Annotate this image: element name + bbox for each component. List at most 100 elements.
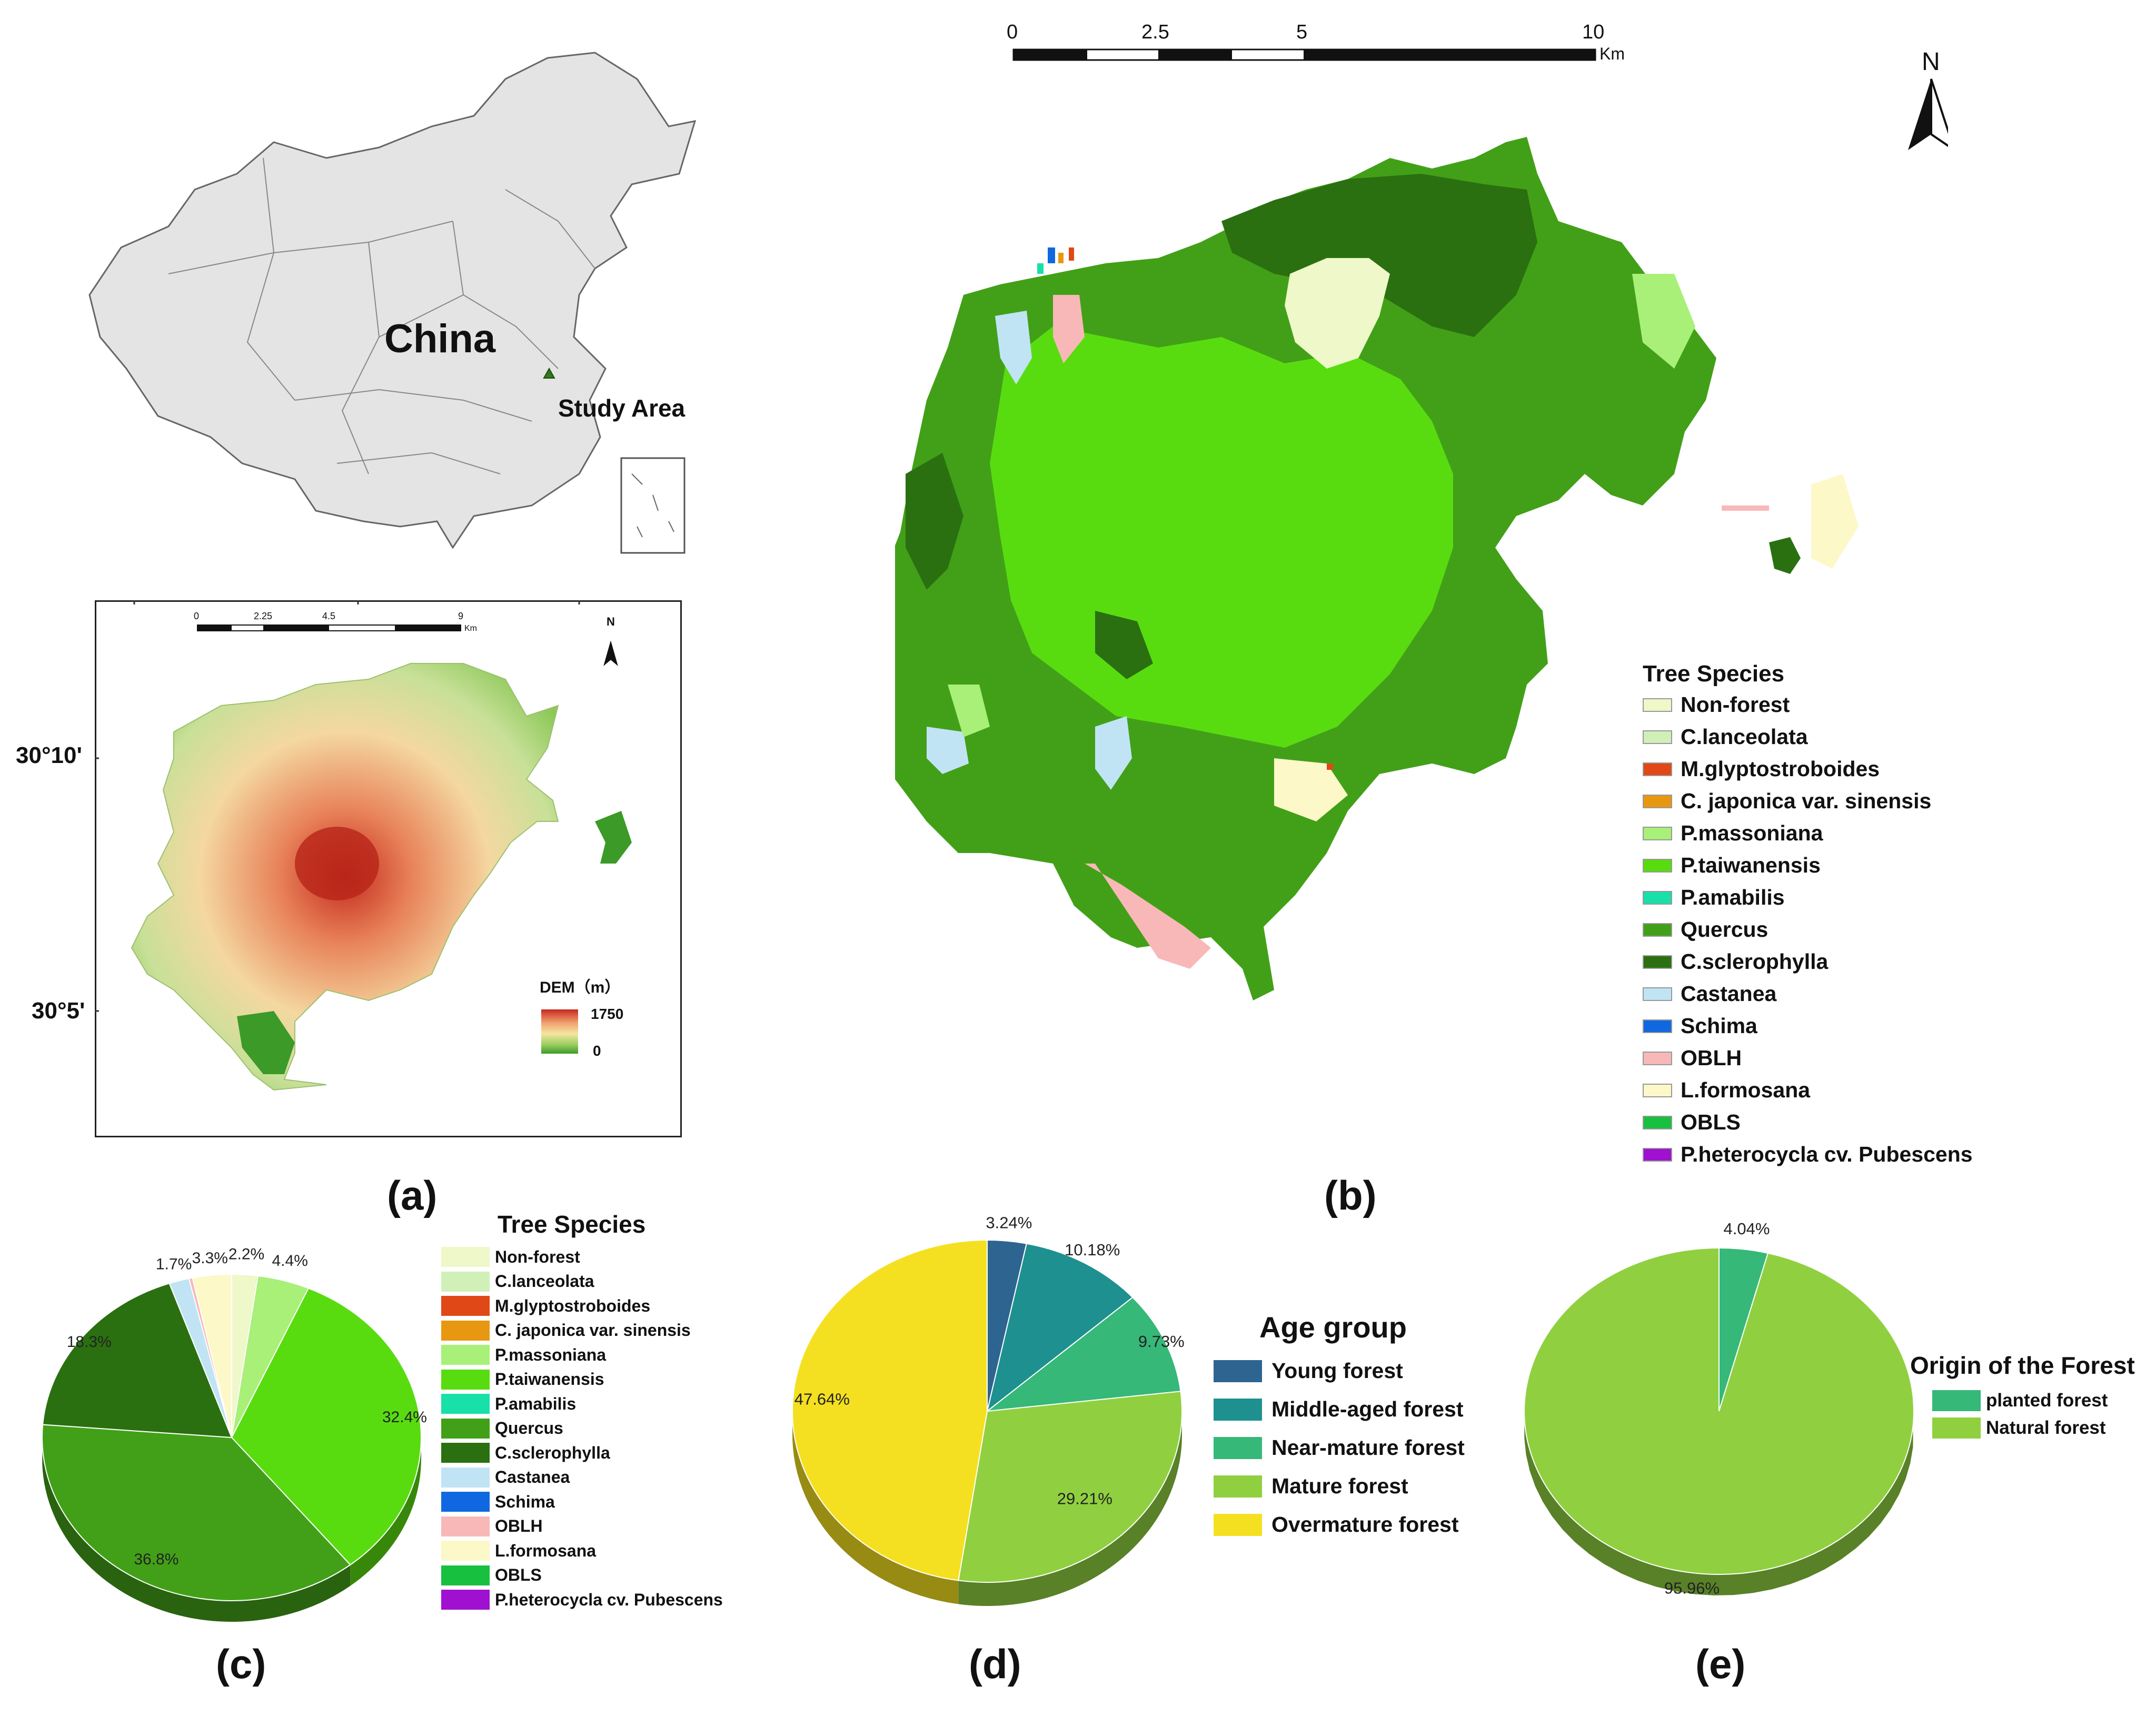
pie-data-label: 9.73% (1138, 1332, 1185, 1351)
pie-data-label: 36.8% (134, 1551, 178, 1568)
south-china-sea-inset (620, 457, 685, 554)
legend-label: P.taiwanensis (1681, 853, 1821, 877)
panel-label-d: (d) (969, 1641, 1021, 1687)
pie-data-label: 3.24% (986, 1214, 1032, 1232)
legend-label: Castanea (495, 1468, 570, 1486)
species-legend-item: OBLS (1643, 1110, 1741, 1135)
pie-e-legend-item: Natural forest (1932, 1417, 2106, 1439)
legend-swatch (1643, 1083, 1672, 1097)
species-legend-item: C.lanceolata (1643, 725, 1808, 749)
pie-slice (792, 1239, 988, 1581)
legend-swatch (441, 1467, 490, 1488)
pie-side (958, 1412, 1182, 1606)
species-legend-item: Schima (1643, 1014, 1757, 1038)
legend-label: Mature forest (1271, 1474, 1408, 1498)
legend-swatch (1932, 1417, 1981, 1439)
pie-data-label: 3.3% (192, 1250, 228, 1267)
panel-label-a: (a) (387, 1172, 438, 1218)
legend-label: C.sclerophylla (1681, 949, 1829, 974)
province-borders (168, 157, 595, 474)
dem-legend-max: 1750 (591, 1006, 624, 1022)
pie-d-legend-item: Overmature forest (1214, 1512, 1458, 1537)
pie-slice (985, 1296, 1181, 1412)
species-map (895, 48, 1948, 1000)
pie-c-legend-item: L.formosana (441, 1541, 596, 1561)
species-legend-item: M.glyptostroboides (1643, 757, 1880, 781)
species-legend-item: P.heterocycla cv. Pubescens (1643, 1142, 1973, 1167)
pie-slice (958, 1391, 1183, 1583)
legend-swatch (1643, 1115, 1672, 1129)
legend-swatch (441, 1394, 490, 1414)
legend-swatch (1643, 762, 1672, 776)
china-outline (88, 52, 697, 549)
legend-label: OBLH (1681, 1046, 1742, 1070)
species-legend-title: Tree Species (1643, 661, 1785, 687)
species-legend-item: P.massoniana (1643, 821, 1823, 846)
legend-label: P.amabilis (1681, 885, 1785, 909)
legend-label: P.massoniana (1681, 821, 1823, 845)
species-legend-item: C.sclerophylla (1643, 949, 1828, 974)
pie-data-label: 4.04% (1724, 1220, 1770, 1238)
lat-label-top: 30°10' (16, 742, 82, 768)
pie-d-legend: Young forest Middle-aged forest Near-matur… (1214, 1359, 1529, 1569)
species-legend-item: L.formosana (1643, 1078, 1810, 1103)
legend-swatch (1214, 1475, 1262, 1498)
dem-legend-min: 0 (593, 1043, 601, 1059)
legend-swatch (441, 1247, 490, 1267)
pie-c-legend-item: OBLS (441, 1565, 542, 1585)
pie-data-label: 18.3% (67, 1333, 112, 1351)
pie-side (42, 1443, 351, 1622)
legend-swatch (1214, 1436, 1262, 1459)
legend-label: planted forest (1986, 1390, 2108, 1411)
legend-label: Overmature forest (1271, 1512, 1459, 1536)
legend-swatch (1643, 826, 1672, 840)
dem-north-arrow-icon (603, 640, 618, 666)
legend-label: Quercus (495, 1419, 563, 1438)
legend-swatch (1643, 1051, 1672, 1065)
legend-label: Non-forest (495, 1247, 580, 1266)
dem-legend-title: DEM（m） (540, 979, 621, 996)
dem-north-label: N (607, 615, 615, 628)
study-area-marker (543, 367, 555, 379)
legend-label: P.heterocycla cv. Pubescens (1681, 1142, 1973, 1166)
legend-swatch (441, 1565, 490, 1585)
legend-swatch (441, 1443, 490, 1463)
pie-slice (231, 1287, 422, 1566)
species-scale-tick: 10 (1582, 21, 1605, 43)
legend-label: P.massoniana (495, 1345, 607, 1364)
legend-label: L.formosana (495, 1541, 597, 1560)
legend-label: OBLS (1681, 1110, 1741, 1134)
pie-d-legend-item: Middle-aged forest (1214, 1397, 1463, 1422)
china-label: China (384, 316, 496, 361)
dem-map (95, 600, 632, 1091)
pie-data-label: 10.18% (1065, 1241, 1120, 1259)
pie-e-legend-item: planted forest (1932, 1390, 2108, 1411)
forest-origin-pie: 4.04% 95.96% (1524, 1220, 1914, 1597)
pie-c-legend-item: Quercus (441, 1418, 563, 1439)
pie-data-label: 32.4% (382, 1409, 427, 1426)
pie-data-label: 1.7% (156, 1255, 192, 1273)
legend-label: C. japonica var. sinensis (495, 1321, 691, 1340)
dem-scale-tick: 9 (458, 611, 464, 621)
species-legend-item: P.amabilis (1643, 885, 1785, 910)
pie-c-legend-item: C. japonica var. sinensis (441, 1320, 691, 1341)
pie-slice (1524, 1247, 1914, 1575)
pie-c-legend-item: Non-forest (441, 1247, 580, 1267)
legend-swatch (1643, 794, 1672, 808)
pie-slice (42, 1424, 351, 1601)
pie-slice (192, 1273, 232, 1438)
legend-swatch (1214, 1360, 1262, 1382)
legend-label: Quercus (1681, 917, 1768, 941)
legend-label: Natural forest (1986, 1417, 2106, 1438)
china-map (88, 52, 697, 554)
dem-scale-unit: Km (464, 624, 477, 633)
legend-swatch (1643, 987, 1672, 1001)
legend-label: P.amabilis (495, 1394, 577, 1413)
legend-swatch (1643, 730, 1672, 744)
legend-swatch (1643, 1019, 1672, 1033)
panel-label-c: (c) (216, 1641, 266, 1687)
pie-c-legend-title: Tree Species (498, 1211, 646, 1238)
legend-swatch (441, 1271, 490, 1292)
species-scale-tick: 5 (1296, 21, 1308, 43)
pie-c-legend-item: P.massoniana (441, 1345, 606, 1365)
